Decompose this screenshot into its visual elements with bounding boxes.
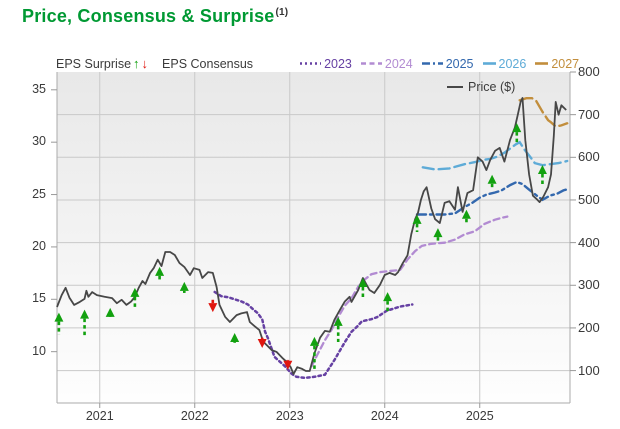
- surprise-arrow-up: [80, 309, 90, 338]
- x-axis-year-label: 2024: [370, 409, 399, 423]
- consensus-line-2025: [415, 180, 569, 216]
- arrow-head: [54, 312, 64, 322]
- surprise-up-arrow-icon: ↑: [133, 56, 140, 71]
- legend-swatch-2025: [421, 62, 443, 65]
- legend-year-label: 2026: [498, 56, 527, 71]
- y-axis-left-tick-label: 25: [32, 186, 46, 201]
- arrow-head: [512, 123, 522, 133]
- arrow-head: [230, 333, 240, 343]
- arrow-head: [487, 174, 497, 184]
- arrow-head: [358, 278, 368, 288]
- legend-entry-2027: 2027: [535, 57, 579, 71]
- consensus-line-2023: [213, 290, 414, 380]
- surprise-arrow-up: [309, 336, 319, 372]
- legend-entry-2023: 2023: [300, 57, 352, 71]
- x-axis-year-label: 2025: [465, 409, 494, 423]
- y-axis-right-tick-label: 100: [578, 362, 600, 378]
- arrow-head: [461, 209, 471, 219]
- y-axis-left-tick-label: 20: [32, 238, 46, 253]
- arrow-head: [130, 287, 140, 297]
- surprise-arrow-up: [230, 333, 240, 343]
- y-axis-right-tick-label: 800: [578, 64, 600, 79]
- arrow-head: [333, 316, 343, 326]
- surprise-arrow-up: [155, 266, 165, 281]
- legend-year-entries: 2023 2024 2025 2026 2027: [291, 57, 579, 71]
- y-axis-right-tick-label: 600: [578, 149, 600, 165]
- y-axis-left-tick-label: 35: [32, 81, 46, 96]
- x-axis-year-label: 2021: [85, 409, 114, 423]
- surprise-arrow-up: [487, 174, 497, 188]
- legend-entry-2024: 2024: [360, 56, 413, 71]
- surprise-arrow-up: [358, 278, 368, 300]
- legend-year-label: 2027: [551, 56, 580, 71]
- arrow-head: [309, 336, 319, 346]
- surprise-arrow-up: [333, 316, 343, 343]
- x-axis-year-label: 2023: [275, 409, 304, 423]
- surprise-arrow-up: [433, 228, 443, 244]
- arrow-head: [105, 307, 115, 317]
- surprise-arrow-up: [179, 281, 189, 293]
- arrow-head: [433, 228, 443, 238]
- arrow-head: [155, 266, 165, 276]
- legend-swatch-2024: [360, 62, 382, 65]
- legend-entry-2026: 2026: [482, 56, 527, 71]
- legend-year-label: 2023: [324, 56, 352, 71]
- surprise-arrow-up: [512, 123, 522, 145]
- price-series-legend: Price ($): [447, 80, 515, 94]
- y-axis-right-tick-label: 700: [578, 106, 600, 122]
- y-axis-right-tick-label: 200: [578, 319, 600, 335]
- page-title-text: Price, Consensus & Surprise: [22, 6, 275, 26]
- surprise-arrow-up: [412, 214, 422, 232]
- surprise-arrow-up: [54, 312, 64, 335]
- surprise-arrow-down: [257, 337, 267, 348]
- legend-year-label: 2024: [384, 56, 413, 71]
- legend-year-label: 2025: [445, 56, 474, 71]
- surprise-arrow-up: [130, 287, 140, 308]
- title-footnote-marker: (1): [275, 7, 289, 18]
- chart-legend: EPS Surprise ↑ ↓ EPS Consensus 2023 2024 2…: [56, 56, 579, 71]
- surprise-arrow-up: [537, 164, 547, 186]
- arrow-head: [257, 338, 267, 348]
- price-line: [56, 97, 567, 375]
- y-axis-right-tick-label: 300: [578, 277, 600, 293]
- legend-swatch-2026: [482, 62, 496, 65]
- surprise-arrow-up: [461, 209, 471, 223]
- eps-surprise-label: EPS Surprise: [56, 56, 132, 71]
- y-axis-right-tick-label: 400: [578, 234, 600, 250]
- price-legend-label: Price ($): [468, 80, 516, 94]
- legend-entry-2025: 2025: [421, 56, 474, 71]
- y-axis-left-tick-label: 30: [32, 134, 46, 149]
- surprise-arrow-down: [283, 359, 293, 370]
- surprise-arrow-up: [383, 292, 393, 313]
- y-axis-right-tick-label: 500: [578, 191, 600, 207]
- y-axis-left-tick-label: 10: [32, 343, 46, 358]
- page-title: Price, Consensus & Surprise(1): [22, 6, 288, 27]
- arrow-head: [537, 164, 547, 174]
- surprise-down-arrow-icon: ↓: [141, 56, 149, 71]
- legend-swatch-2027: [535, 62, 549, 65]
- arrow-head: [208, 303, 218, 313]
- y-axis-left-tick-label: 15: [32, 291, 46, 306]
- surprise-arrow-down: [208, 299, 218, 313]
- arrow-head: [383, 292, 393, 302]
- arrow-head: [412, 214, 422, 224]
- eps-consensus-label: EPS Consensus: [162, 56, 254, 71]
- arrow-head: [80, 309, 90, 319]
- legend-swatch-2023: [300, 62, 322, 65]
- consensus-line-2027: [518, 96, 569, 128]
- surprise-arrow-up: [105, 307, 115, 317]
- x-axis-year-label: 2022: [180, 409, 209, 423]
- arrow-head: [179, 281, 189, 291]
- price-line-swatch: [447, 86, 463, 88]
- arrow-head: [283, 360, 293, 370]
